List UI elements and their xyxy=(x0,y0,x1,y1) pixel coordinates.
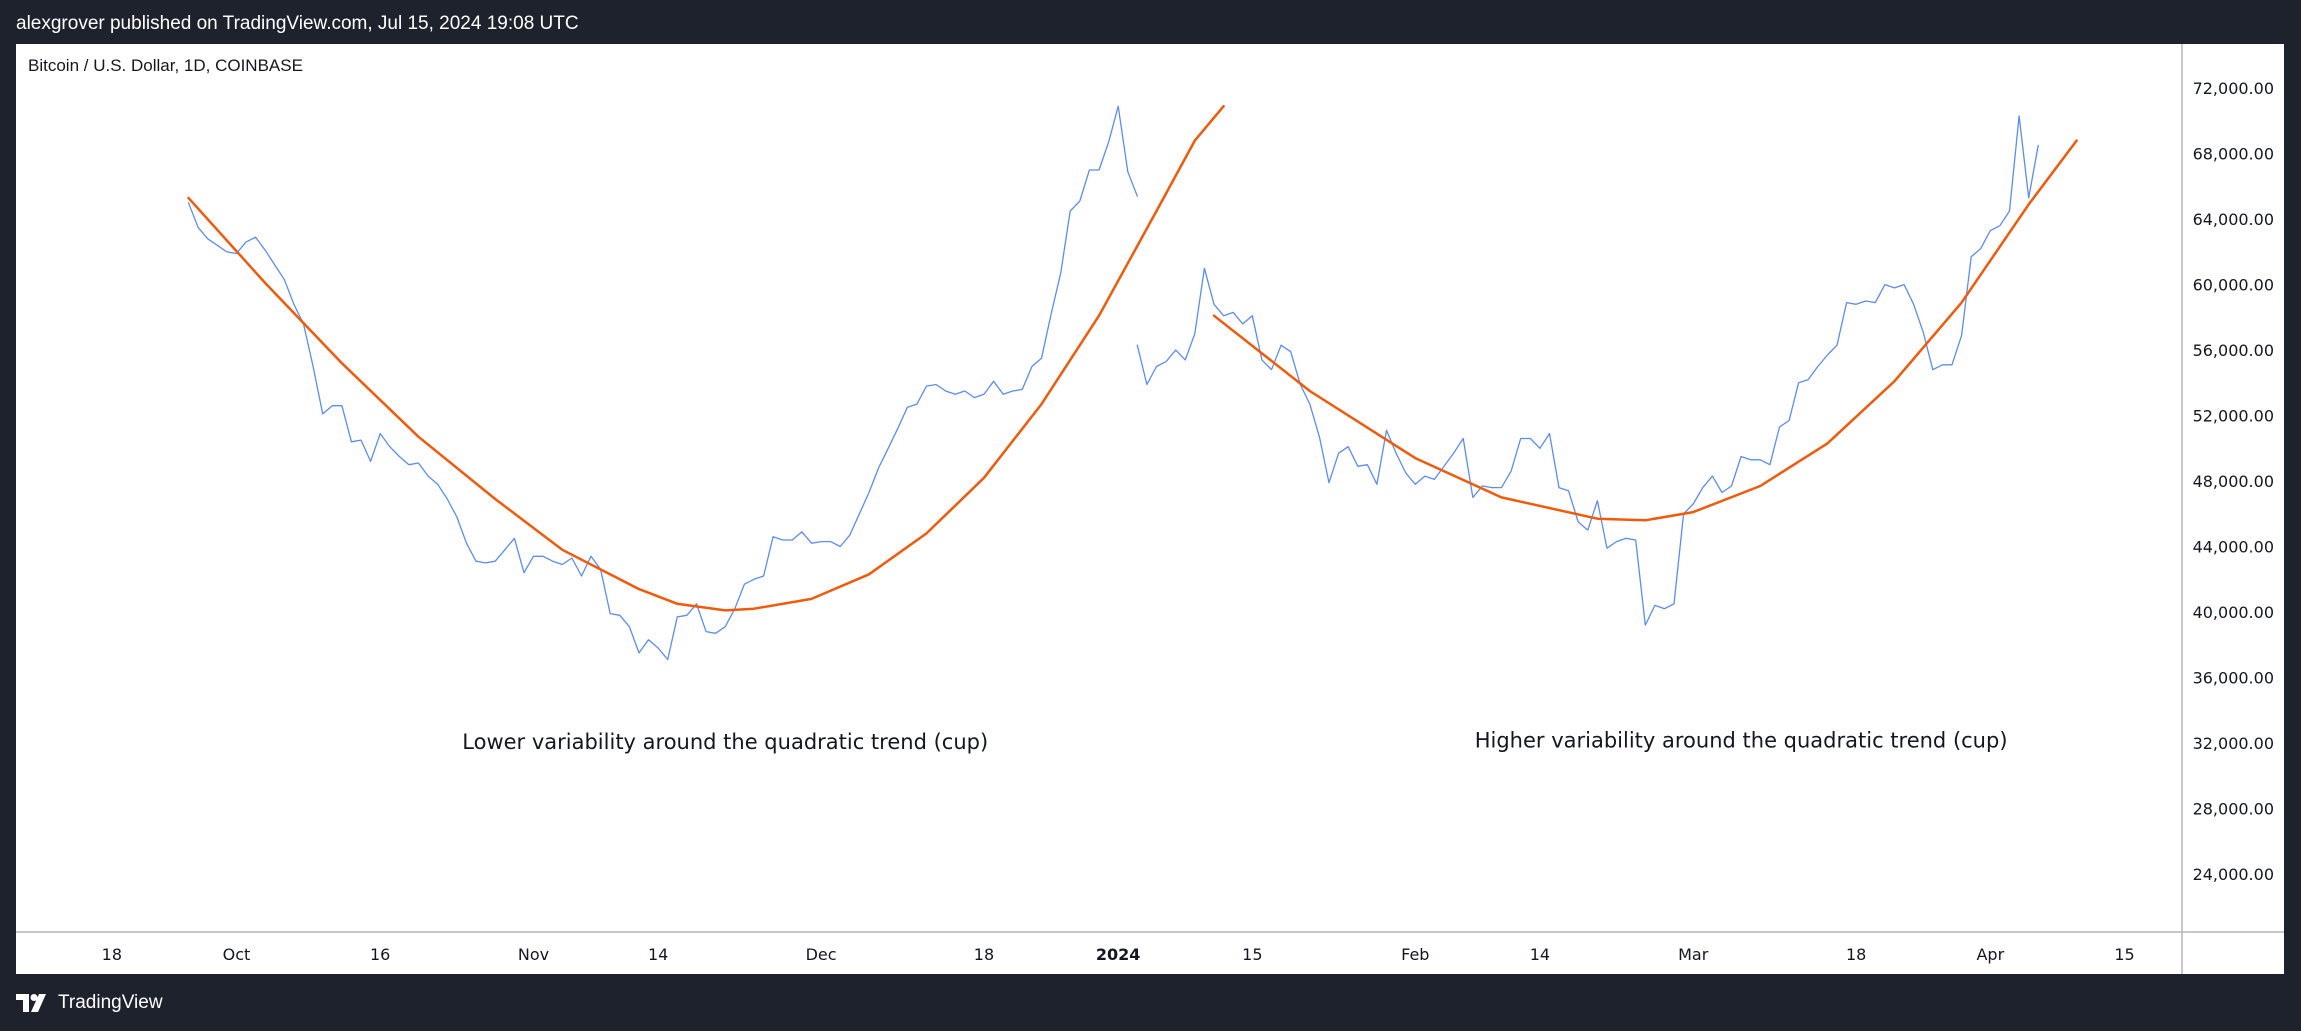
segment2-trend-line xyxy=(1212,139,2078,522)
segment1-trend-line xyxy=(187,104,1225,612)
y-axis-tick-labels: 24,000.00 28,000.00 32,000.00 36,000.00 40,0… xyxy=(2193,79,2274,884)
x-tick-label: Oct xyxy=(223,945,251,964)
y-tick-label: 32,000.00 xyxy=(2193,734,2274,753)
chart-panel[interactable] xyxy=(16,44,2284,974)
y-tick-label: 44,000.00 xyxy=(2193,538,2274,557)
segment2-price-line xyxy=(1136,115,2039,626)
x-tick-label: 18 xyxy=(974,945,994,964)
x-tick-label: Mar xyxy=(1678,945,1709,964)
annotation-layer: Lower variability around the quadratic t… xyxy=(462,728,2007,754)
x-tick-label: 2024 xyxy=(1096,945,1141,964)
x-axis-tick-labels: 18 Oct 16 Nov 14 Dec 18 2024 15 Feb 14 Mar 18 Apr 15 xyxy=(102,945,2135,964)
x-tick-label: 15 xyxy=(1242,945,1262,964)
y-tick-label: 48,000.00 xyxy=(2193,472,2274,491)
y-tick-label: 64,000.00 xyxy=(2193,210,2274,229)
series-layer xyxy=(187,104,2078,661)
x-tick-label: 14 xyxy=(648,945,668,964)
tradingview-logo-icon xyxy=(16,994,46,1012)
axes-layer xyxy=(16,44,2284,974)
y-tick-label: 24,000.00 xyxy=(2193,865,2274,884)
x-tick-label: Dec xyxy=(806,945,837,964)
published-text: alexgrover published on TradingView.com,… xyxy=(16,13,579,34)
y-tick-label: 56,000.00 xyxy=(2193,341,2274,360)
x-tick-label: 14 xyxy=(1530,945,1550,964)
x-tick-label: 15 xyxy=(2114,945,2134,964)
y-tick-label: 68,000.00 xyxy=(2193,145,2274,164)
segment1-price-line xyxy=(187,105,1138,661)
annotation-text: Higher variability around the quadratic … xyxy=(1475,728,2008,752)
x-tick-label: Apr xyxy=(1976,945,2004,964)
x-tick-label: 16 xyxy=(370,945,390,964)
logo-text: TradingView xyxy=(58,992,163,1013)
annotation-text: Lower variability around the quadratic t… xyxy=(462,730,988,754)
tradingview-logo[interactable]: TradingView xyxy=(16,992,163,1014)
x-tick-label: Feb xyxy=(1401,945,1429,964)
y-tick-label: 52,000.00 xyxy=(2193,407,2274,426)
x-tick-label: 18 xyxy=(1846,945,1866,964)
x-tick-label: Nov xyxy=(518,945,549,964)
footer-bar xyxy=(0,974,2301,1031)
y-tick-label: 28,000.00 xyxy=(2193,799,2274,818)
y-tick-label: 40,000.00 xyxy=(2193,603,2274,622)
y-tick-label: 60,000.00 xyxy=(2193,276,2274,295)
y-tick-label: 72,000.00 xyxy=(2193,79,2274,98)
x-tick-label: 18 xyxy=(102,945,122,964)
y-tick-label: 36,000.00 xyxy=(2193,668,2274,687)
symbol-title: Bitcoin / U.S. Dollar, 1D, COINBASE xyxy=(28,56,303,75)
publish-header: alexgrover published on TradingView.com,… xyxy=(0,0,2301,44)
